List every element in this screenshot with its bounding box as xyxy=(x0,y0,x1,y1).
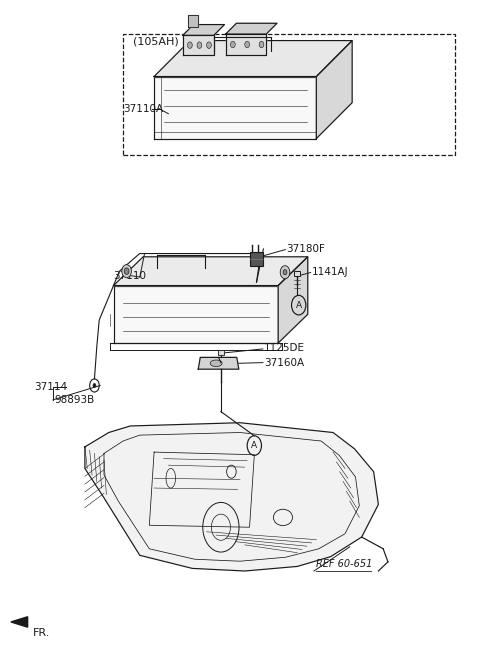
Polygon shape xyxy=(278,256,308,343)
Polygon shape xyxy=(226,23,277,34)
Text: 1125DE: 1125DE xyxy=(264,343,305,353)
Circle shape xyxy=(230,41,235,48)
Polygon shape xyxy=(154,41,352,77)
Bar xyxy=(218,350,224,356)
Text: A: A xyxy=(251,441,257,450)
Text: 37110A: 37110A xyxy=(123,104,163,113)
Circle shape xyxy=(124,268,129,274)
Bar xyxy=(123,34,455,155)
Circle shape xyxy=(283,270,287,275)
Ellipse shape xyxy=(210,360,222,367)
Polygon shape xyxy=(226,34,266,55)
Polygon shape xyxy=(154,77,316,138)
Polygon shape xyxy=(114,256,308,285)
Text: (105AH): (105AH) xyxy=(132,37,179,47)
Polygon shape xyxy=(183,24,225,35)
Text: 37160A: 37160A xyxy=(264,358,304,367)
Text: A: A xyxy=(296,300,302,310)
Polygon shape xyxy=(183,35,214,55)
Polygon shape xyxy=(85,422,378,571)
Polygon shape xyxy=(198,358,239,369)
Polygon shape xyxy=(316,41,352,138)
Text: 1141AJ: 1141AJ xyxy=(312,268,348,277)
Text: FR.: FR. xyxy=(33,628,50,638)
Text: 37110: 37110 xyxy=(114,271,146,281)
Polygon shape xyxy=(188,15,198,27)
Circle shape xyxy=(206,42,211,49)
Bar xyxy=(250,251,263,266)
Circle shape xyxy=(197,42,202,49)
Bar xyxy=(294,271,300,276)
Text: 37114: 37114 xyxy=(34,382,67,392)
Circle shape xyxy=(188,42,192,49)
Circle shape xyxy=(93,384,96,388)
Circle shape xyxy=(122,264,132,277)
Text: 98893B: 98893B xyxy=(54,395,94,405)
Text: 37180F: 37180F xyxy=(286,244,325,254)
Circle shape xyxy=(280,266,290,279)
Circle shape xyxy=(245,41,250,48)
Text: REF 60-651: REF 60-651 xyxy=(316,560,373,569)
Polygon shape xyxy=(114,285,278,343)
Polygon shape xyxy=(11,617,28,627)
Circle shape xyxy=(259,41,264,48)
